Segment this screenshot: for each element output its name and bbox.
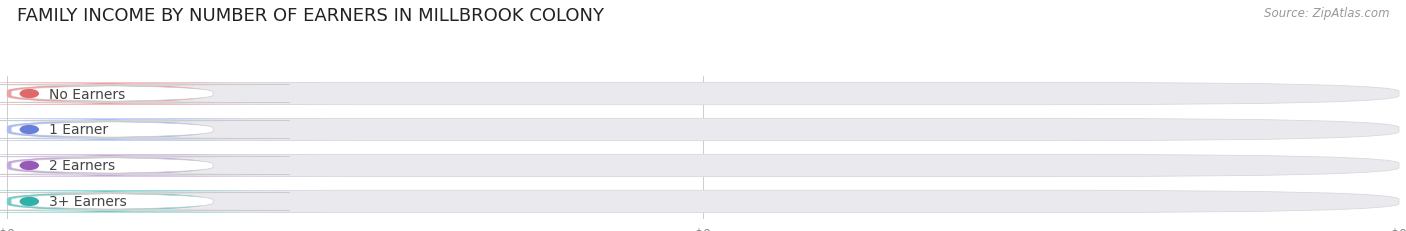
FancyBboxPatch shape — [7, 155, 1399, 177]
Text: FAMILY INCOME BY NUMBER OF EARNERS IN MILLBROOK COLONY: FAMILY INCOME BY NUMBER OF EARNERS IN MI… — [17, 7, 603, 25]
Text: Source: ZipAtlas.com: Source: ZipAtlas.com — [1264, 7, 1389, 20]
Text: $0: $0 — [146, 123, 165, 137]
Text: No Earners: No Earners — [49, 87, 125, 101]
FancyBboxPatch shape — [7, 119, 1399, 141]
FancyBboxPatch shape — [0, 193, 290, 210]
Text: 3+ Earners: 3+ Earners — [49, 195, 127, 209]
FancyBboxPatch shape — [0, 85, 290, 103]
Text: $0: $0 — [146, 88, 165, 101]
Ellipse shape — [20, 197, 39, 206]
FancyBboxPatch shape — [0, 155, 328, 177]
Ellipse shape — [20, 89, 39, 99]
FancyBboxPatch shape — [0, 121, 290, 139]
Text: 1 Earner: 1 Earner — [49, 123, 108, 137]
FancyBboxPatch shape — [7, 83, 1399, 105]
Text: 2 Earners: 2 Earners — [49, 159, 115, 173]
FancyBboxPatch shape — [7, 190, 1399, 213]
Ellipse shape — [20, 161, 39, 170]
FancyBboxPatch shape — [0, 83, 328, 105]
Ellipse shape — [20, 125, 39, 135]
Text: $0: $0 — [146, 195, 165, 208]
FancyBboxPatch shape — [0, 157, 290, 175]
FancyBboxPatch shape — [0, 190, 328, 213]
Text: $0: $0 — [146, 159, 165, 172]
FancyBboxPatch shape — [0, 119, 328, 141]
